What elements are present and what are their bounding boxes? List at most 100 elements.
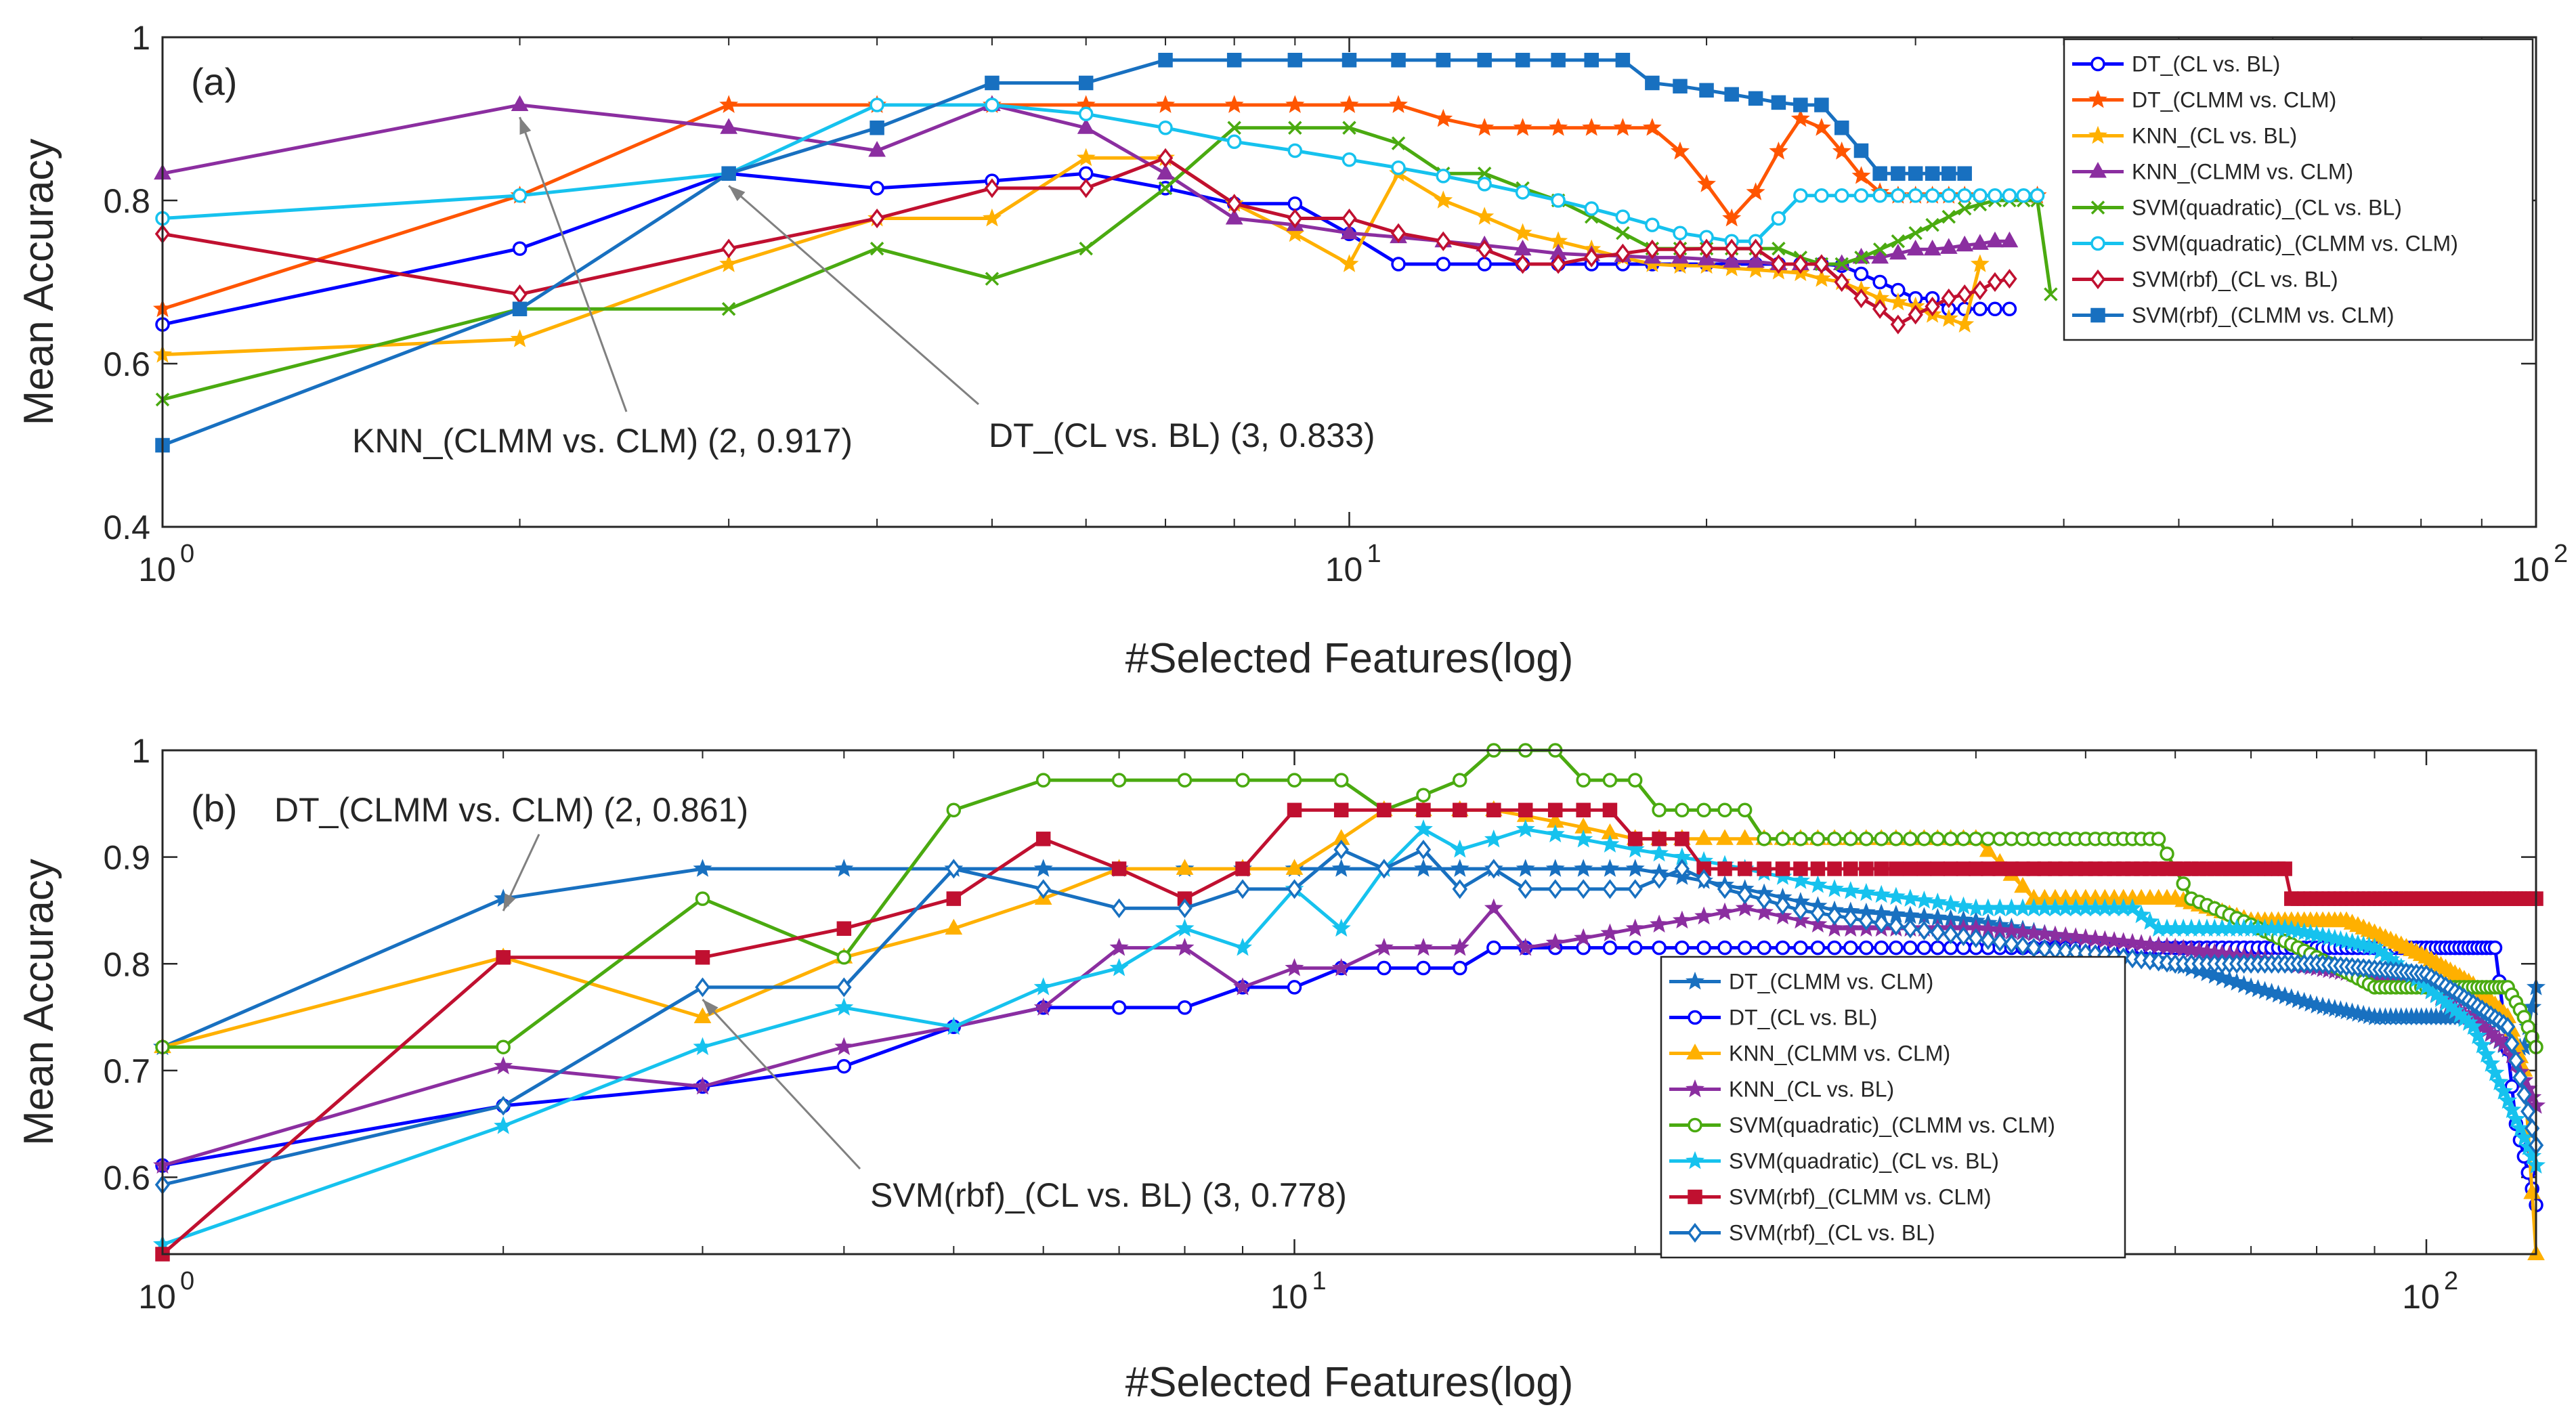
data-point xyxy=(1434,108,1453,127)
data-point xyxy=(2472,1035,2492,1054)
data-point xyxy=(1859,940,1874,955)
data-point xyxy=(2494,1081,2513,1100)
data-point xyxy=(2485,1062,2505,1081)
data-point xyxy=(1033,977,1053,995)
data-point xyxy=(1158,52,1173,68)
x-axis-label: #Selected Features(log) xyxy=(1125,1359,1574,1406)
data-point xyxy=(1872,166,1887,181)
data-point xyxy=(1955,314,1975,333)
data-point xyxy=(511,95,529,111)
data-point xyxy=(1737,861,1753,876)
data-point xyxy=(1791,871,1810,889)
legend-entry: SVM(rbf)_(CLMM vs. CLM) xyxy=(1669,1185,1992,1209)
legend: DT_(CL vs. BL) DT_(CLMM vs. CLM) KNN_(CL v… xyxy=(2063,38,2534,341)
data-point xyxy=(1627,940,1643,955)
data-point xyxy=(1450,859,1469,877)
data-point xyxy=(512,301,528,317)
data-point xyxy=(1698,238,1715,259)
data-point xyxy=(2002,269,2017,289)
data-point xyxy=(1652,940,1667,955)
data-point xyxy=(1391,257,1406,272)
y-tick-label: 0.8 xyxy=(103,182,150,220)
data-point xyxy=(2508,1050,2524,1071)
data-point xyxy=(1843,861,1858,876)
data-point xyxy=(2132,934,2151,952)
data-point xyxy=(1625,918,1645,937)
data-point xyxy=(1834,257,1849,272)
data-point xyxy=(1755,902,1774,921)
data-point xyxy=(2002,188,2017,203)
data-point xyxy=(1674,859,1690,879)
x-axis-label: #Selected Features(log) xyxy=(1125,635,1574,682)
axes-frame xyxy=(161,749,2537,1255)
data-point xyxy=(1889,243,1907,260)
data-point xyxy=(1814,188,1829,203)
annotation-arrow xyxy=(728,185,979,406)
data-point xyxy=(1925,297,1940,317)
data-point xyxy=(1516,937,1535,956)
legend-entry: SVM(rbf)_(CL vs. BL) xyxy=(1669,1221,1935,1245)
data-point xyxy=(1078,166,1094,181)
data-point xyxy=(1824,918,1844,937)
data-point xyxy=(1377,960,1392,976)
data-point xyxy=(1988,188,2002,203)
annotation-arrowhead xyxy=(729,186,746,202)
data-point xyxy=(2016,188,2032,203)
data-point xyxy=(2510,1118,2530,1137)
data-point xyxy=(2499,1016,2516,1037)
data-point xyxy=(2014,877,2032,893)
data-point xyxy=(1225,209,1243,225)
data-point xyxy=(836,921,852,936)
y-tick-label: 0.4 xyxy=(103,509,150,546)
annotation-text: KNN_(CLMM vs. CLM) (2, 0.917) xyxy=(352,422,853,460)
data-point xyxy=(983,208,1002,227)
data-point xyxy=(1756,890,1772,910)
data-point xyxy=(1652,802,1667,818)
data-point xyxy=(494,1056,513,1075)
data-point xyxy=(1957,188,1972,203)
data-point xyxy=(1717,861,1732,876)
data-point xyxy=(1853,266,1869,282)
data-point xyxy=(1979,841,1997,857)
data-point xyxy=(695,891,710,906)
data-point xyxy=(1957,201,1972,216)
data-point xyxy=(2277,861,2292,876)
data-point xyxy=(1874,832,1889,846)
data-point xyxy=(719,95,739,113)
data-point xyxy=(1872,299,1888,319)
data-point xyxy=(946,859,962,879)
annotation: DT_(CL vs. BL) (3, 0.833) xyxy=(728,185,1375,454)
data-point xyxy=(1925,166,1940,181)
data-point xyxy=(1696,940,1711,955)
data-point xyxy=(1078,75,1094,91)
data-point xyxy=(2132,905,2151,924)
data-point xyxy=(1615,209,1631,224)
data-point xyxy=(1813,254,1830,274)
data-point xyxy=(1810,903,1826,923)
data-point xyxy=(2481,1054,2501,1072)
data-point xyxy=(1717,940,1732,955)
data-point xyxy=(1930,940,1946,955)
data-point xyxy=(2476,1044,2496,1063)
legend-entry: SVM(quadratic)_(CLMM vs. CLM) xyxy=(2072,232,2458,256)
data-point xyxy=(1111,898,1127,918)
data-point xyxy=(1971,234,1989,250)
data-point xyxy=(1287,802,1302,818)
data-point xyxy=(1908,166,1923,181)
data-point xyxy=(1843,940,1858,955)
data-point xyxy=(1575,879,1591,899)
legend-entry: KNN_(CL vs. BL) xyxy=(2072,124,2297,148)
legend-marker xyxy=(1686,971,1704,990)
data-point xyxy=(1769,142,1788,160)
data-point xyxy=(1981,861,1996,876)
legend-entry: KNN_(CL vs. BL) xyxy=(1669,1077,1894,1102)
data-point xyxy=(1775,832,1790,846)
x-tick-label: 10 xyxy=(1325,551,1363,588)
data-point xyxy=(1886,886,1906,905)
data-point xyxy=(1516,859,1535,877)
data-point xyxy=(1968,928,1984,948)
data-point xyxy=(1477,257,1492,272)
data-point xyxy=(1746,182,1765,200)
data-point xyxy=(1925,217,1939,232)
data-point xyxy=(693,1037,712,1056)
